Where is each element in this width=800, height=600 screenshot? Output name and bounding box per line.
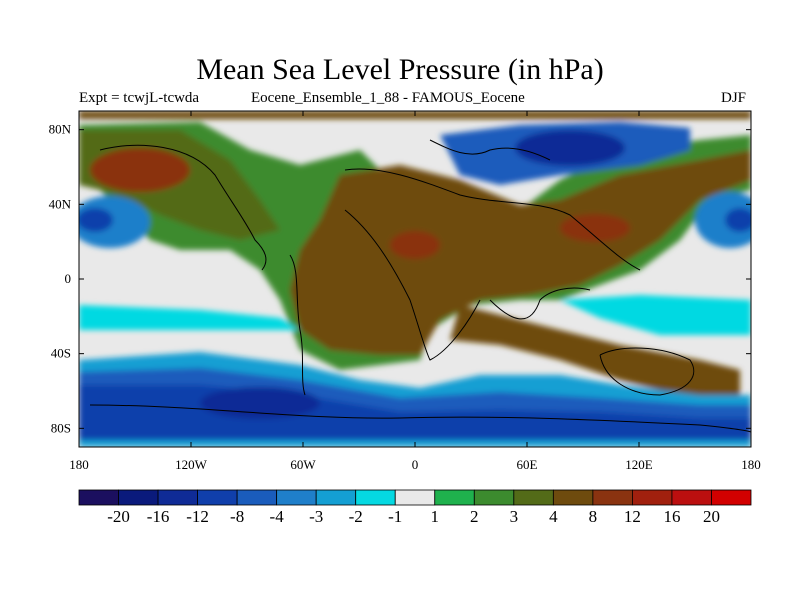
eurasia-coast bbox=[344, 168, 641, 271]
asia-high-core bbox=[560, 214, 630, 242]
lon-tick-label: 60W bbox=[290, 457, 316, 472]
colorbar-label: 12 bbox=[624, 507, 641, 526]
colorbar-swatch bbox=[157, 489, 198, 506]
experiment-label: Expt = tcwjL-tcwda bbox=[79, 90, 200, 106]
lat-tick-label: 40S bbox=[51, 346, 71, 361]
lon-tick-label: 120E bbox=[625, 457, 653, 472]
colorbar-swatch bbox=[592, 489, 633, 506]
colorbar-swatch bbox=[315, 489, 357, 506]
colorbar-swatch bbox=[236, 489, 278, 506]
latitude-axis: 80N 40N 0 40S 80S bbox=[49, 122, 751, 435]
colorbar-label: -4 bbox=[270, 507, 285, 526]
colorbar-swatch bbox=[711, 489, 752, 506]
west-pacific-low bbox=[695, 192, 751, 248]
south-america-coast bbox=[289, 254, 306, 396]
longitude-axis: 180 120W 60W 0 60E 120E 180 bbox=[69, 111, 761, 472]
indian-ocean-band bbox=[560, 295, 751, 335]
plot-title: Mean Sea Level Pressure (in hPa) bbox=[196, 53, 604, 86]
india-coast bbox=[489, 287, 591, 320]
colorbar: -20 -16 -12 -8 -4 -3 -2 -1 1 2 3 4 8 12 16 20 bbox=[78, 489, 752, 526]
colorbar-label: 2 bbox=[470, 507, 479, 526]
colorbar-label: -2 bbox=[349, 507, 363, 526]
north-pacific-low-core bbox=[79, 208, 113, 232]
colorbar-label: 3 bbox=[510, 507, 519, 526]
pressure-anomaly-field bbox=[79, 111, 751, 447]
colorbar-label: 16 bbox=[663, 507, 680, 526]
lon-tick-label: 120W bbox=[175, 457, 208, 472]
colorbar-label: -12 bbox=[186, 507, 209, 526]
colorbar-label: -16 bbox=[147, 507, 170, 526]
south-pacific-band bbox=[79, 305, 300, 330]
colorbar-swatch bbox=[513, 489, 554, 506]
lon-tick-label: 0 bbox=[412, 457, 419, 472]
lon-tick-label: 180 bbox=[69, 457, 89, 472]
colorbar-swatch bbox=[78, 489, 119, 506]
colorbar-swatch bbox=[355, 489, 396, 506]
lat-tick-label: 40N bbox=[49, 196, 72, 211]
lat-tick-label: 0 bbox=[65, 271, 72, 286]
colorbar-swatch bbox=[276, 489, 317, 506]
greenland-coast bbox=[429, 139, 551, 161]
north-america-coast bbox=[99, 144, 267, 271]
colorbar-swatch bbox=[197, 489, 238, 506]
coastlines bbox=[89, 139, 751, 433]
africa-high-core bbox=[390, 231, 440, 259]
colorbar-swatch bbox=[118, 489, 159, 506]
lat-tick-label: 80S bbox=[51, 420, 71, 435]
australia-coast bbox=[599, 347, 695, 396]
colorbar-swatch bbox=[434, 489, 475, 506]
lon-tick-label: 60E bbox=[517, 457, 538, 472]
southern-ocean-low-core bbox=[200, 387, 320, 419]
colorbar-label: -8 bbox=[230, 507, 244, 526]
colorbar-swatch bbox=[671, 489, 712, 506]
colorbar-label: -20 bbox=[107, 507, 130, 526]
west-pacific-low-core bbox=[725, 208, 751, 232]
season-label: DJF bbox=[721, 90, 747, 106]
africa-coast bbox=[344, 209, 481, 361]
lat-tick-label: 80N bbox=[49, 122, 72, 137]
colorbar-label: 4 bbox=[549, 507, 558, 526]
antarctica-coast bbox=[89, 404, 751, 433]
colorbar-swatch bbox=[632, 489, 673, 506]
north-atlantic-low-core bbox=[515, 130, 625, 166]
ensemble-label: Eocene_Ensemble_1_88 - FAMOUS_Eocene bbox=[251, 90, 525, 106]
colorbar-label: -1 bbox=[388, 507, 402, 526]
southern-brown-band bbox=[450, 305, 740, 395]
colorbar-label: 20 bbox=[703, 507, 720, 526]
lon-tick-label: 180 bbox=[741, 457, 761, 472]
eurasia-africa-high bbox=[290, 150, 751, 355]
colorbar-swatch bbox=[552, 489, 594, 506]
pacific-high-core bbox=[90, 148, 190, 192]
colorbar-label: -3 bbox=[309, 507, 323, 526]
colorbar-swatch bbox=[473, 489, 515, 506]
colorbar-swatch bbox=[394, 489, 436, 506]
colorbar-label: 8 bbox=[589, 507, 598, 526]
colorbar-label: 1 bbox=[431, 507, 440, 526]
